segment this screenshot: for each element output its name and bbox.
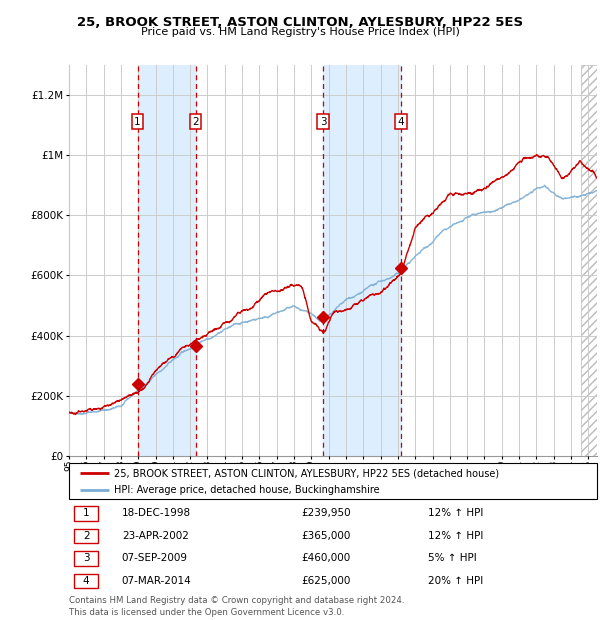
Text: £460,000: £460,000: [301, 554, 350, 564]
Text: 1: 1: [134, 117, 141, 126]
FancyBboxPatch shape: [74, 507, 98, 521]
Text: 5% ↑ HPI: 5% ↑ HPI: [428, 554, 477, 564]
Text: 18-DEC-1998: 18-DEC-1998: [122, 508, 191, 518]
Text: 07-SEP-2009: 07-SEP-2009: [122, 554, 188, 564]
Text: HPI: Average price, detached house, Buckinghamshire: HPI: Average price, detached house, Buck…: [114, 485, 380, 495]
Text: 2: 2: [83, 531, 89, 541]
Text: 23-APR-2002: 23-APR-2002: [122, 531, 188, 541]
FancyBboxPatch shape: [74, 529, 98, 543]
Text: Price paid vs. HM Land Registry's House Price Index (HPI): Price paid vs. HM Land Registry's House …: [140, 27, 460, 37]
Text: 3: 3: [83, 554, 89, 564]
Bar: [581, 65, 597, 456]
Text: 4: 4: [398, 117, 404, 126]
Text: 07-MAR-2014: 07-MAR-2014: [122, 576, 191, 586]
Text: 12% ↑ HPI: 12% ↑ HPI: [428, 508, 484, 518]
Text: 4: 4: [83, 576, 89, 586]
Bar: [323, 65, 401, 456]
FancyBboxPatch shape: [74, 574, 98, 588]
FancyBboxPatch shape: [69, 463, 597, 499]
Text: 12% ↑ HPI: 12% ↑ HPI: [428, 531, 484, 541]
Text: 2: 2: [192, 117, 199, 126]
Text: Contains HM Land Registry data © Crown copyright and database right 2024.: Contains HM Land Registry data © Crown c…: [69, 596, 404, 606]
Bar: [137, 65, 196, 456]
Text: 20% ↑ HPI: 20% ↑ HPI: [428, 576, 483, 586]
Text: 1: 1: [83, 508, 89, 518]
FancyBboxPatch shape: [74, 551, 98, 565]
Text: £625,000: £625,000: [301, 576, 350, 586]
Text: 3: 3: [320, 117, 326, 126]
Text: £239,950: £239,950: [301, 508, 351, 518]
Text: This data is licensed under the Open Government Licence v3.0.: This data is licensed under the Open Gov…: [69, 608, 344, 617]
Text: 25, BROOK STREET, ASTON CLINTON, AYLESBURY, HP22 5ES (detached house): 25, BROOK STREET, ASTON CLINTON, AYLESBU…: [114, 468, 499, 478]
Text: 25, BROOK STREET, ASTON CLINTON, AYLESBURY, HP22 5ES: 25, BROOK STREET, ASTON CLINTON, AYLESBU…: [77, 16, 523, 29]
Text: £365,000: £365,000: [301, 531, 350, 541]
